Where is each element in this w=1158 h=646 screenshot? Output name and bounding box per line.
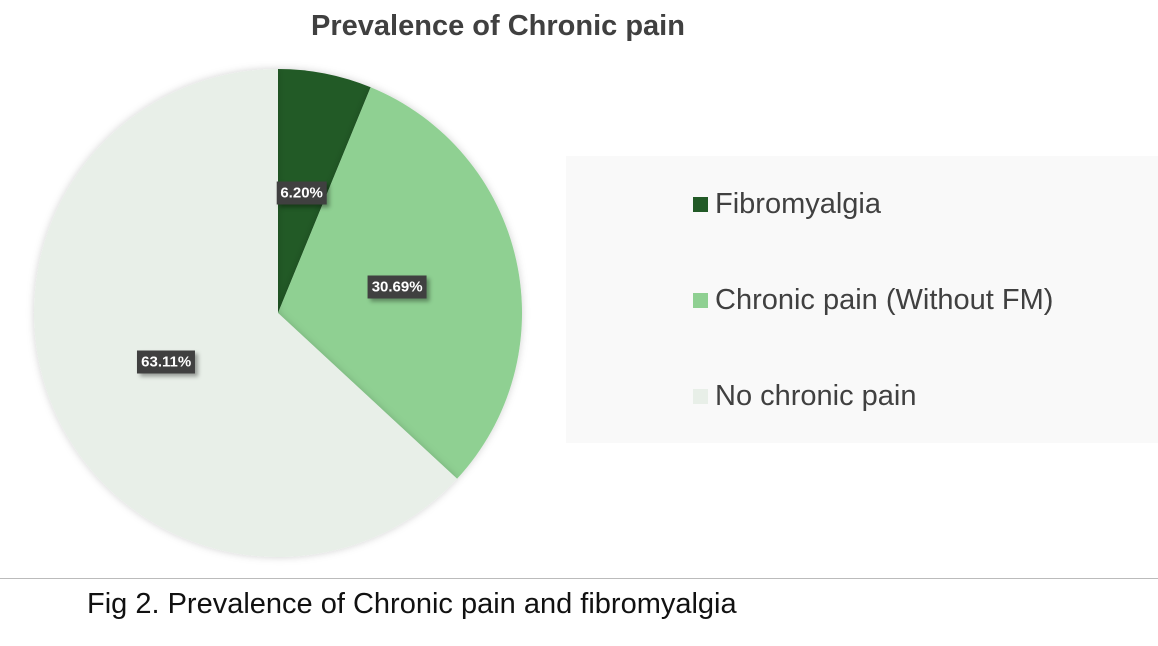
legend-label: Fibromyalgia <box>715 188 881 220</box>
legend-item-chronic-pain: Chronic pain (Without FM) <box>693 284 1053 317</box>
chart-title: Prevalence of Chronic pain <box>311 10 685 42</box>
data-label: 63.11% <box>137 350 196 374</box>
pie-chart <box>33 69 522 557</box>
legend-label: No chronic pain <box>715 380 917 412</box>
legend: Fibromyalgia Chronic pain (Without FM) N… <box>566 156 1158 443</box>
pie-slice-2 <box>33 69 458 557</box>
legend-swatch <box>693 197 708 212</box>
legend-item-fibromyalgia: Fibromyalgia <box>693 188 881 221</box>
divider <box>0 578 1158 579</box>
figure-caption: Fig 2. Prevalence of Chronic pain and fi… <box>87 588 737 620</box>
legend-swatch <box>693 293 708 308</box>
data-label: 30.69% <box>367 275 427 299</box>
data-label: 6.20% <box>276 181 327 205</box>
legend-label: Chronic pain (Without FM) <box>715 284 1054 316</box>
legend-item-no-chronic-pain: No chronic pain <box>693 380 917 413</box>
legend-swatch <box>693 389 708 404</box>
